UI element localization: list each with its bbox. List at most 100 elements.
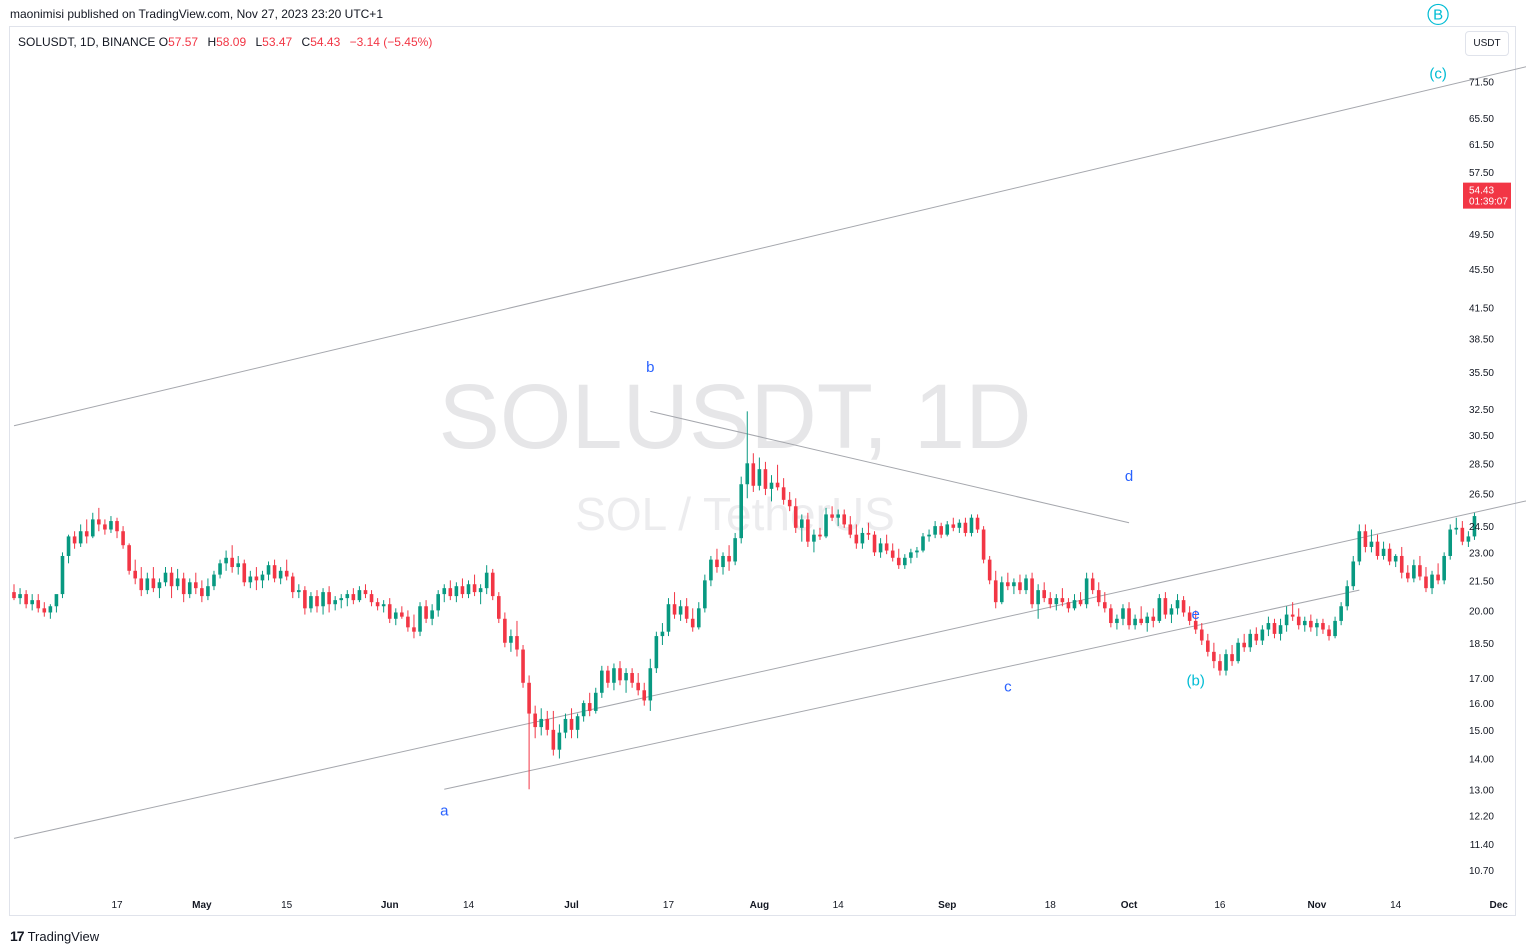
candle-body xyxy=(497,596,501,619)
candle xyxy=(527,675,531,790)
chart-frame[interactable] xyxy=(9,26,1516,916)
brand-name: TradingView xyxy=(27,928,100,944)
trend-line[interactable] xyxy=(444,589,1360,790)
candle xyxy=(575,713,580,739)
candle-body xyxy=(260,574,265,581)
candle-body xyxy=(1272,623,1277,634)
candle-body xyxy=(333,600,337,605)
candle xyxy=(60,552,65,599)
symbol-label[interactable]: SOLUSDT, 1D, BINANCE xyxy=(18,35,156,49)
candle xyxy=(963,517,968,537)
y-tick-label: 18.50 xyxy=(1469,639,1494,650)
candle xyxy=(200,580,204,603)
candle xyxy=(684,598,689,624)
candle xyxy=(945,521,950,537)
candle-body xyxy=(606,670,610,683)
candle-body xyxy=(84,531,89,537)
candle xyxy=(460,578,465,599)
candle-body xyxy=(1375,541,1380,556)
candle-body xyxy=(442,588,447,595)
candle xyxy=(1399,546,1404,579)
candle-body xyxy=(660,631,665,637)
trend-line[interactable] xyxy=(650,410,1130,524)
candle-body xyxy=(1406,572,1410,579)
candle xyxy=(581,700,586,722)
candle xyxy=(1393,554,1398,568)
candle-body xyxy=(654,636,659,669)
candle xyxy=(1284,606,1289,632)
trend-line[interactable] xyxy=(13,483,1526,839)
candle xyxy=(890,543,895,562)
candle-body xyxy=(896,557,901,566)
candle xyxy=(12,584,16,601)
candle-body xyxy=(393,612,398,619)
wave-label-c[interactable]: c xyxy=(1004,679,1012,696)
candle xyxy=(545,710,550,736)
candle-body xyxy=(866,532,871,535)
candle xyxy=(1351,555,1356,591)
candle-body xyxy=(1012,582,1016,587)
footer-brand[interactable]: 17 TradingView xyxy=(10,928,99,944)
candle xyxy=(1078,592,1083,607)
wave-label-a[interactable]: a xyxy=(440,803,449,820)
candle-body xyxy=(1472,516,1477,537)
candle xyxy=(848,516,853,539)
candle xyxy=(793,498,798,533)
candle-body xyxy=(109,521,113,530)
candle-body xyxy=(503,618,507,643)
candle-body xyxy=(745,463,750,485)
wave-label-d[interactable]: d xyxy=(1125,468,1133,485)
candle-body xyxy=(1424,576,1428,589)
candle xyxy=(763,461,768,496)
candle xyxy=(84,519,89,544)
candle xyxy=(800,514,804,542)
candle xyxy=(1472,512,1477,540)
candle xyxy=(909,548,913,564)
wave-label-e[interactable]: e xyxy=(1192,606,1200,623)
candle-body xyxy=(24,594,28,605)
candle-body xyxy=(860,532,865,544)
currency-button[interactable]: USDT xyxy=(1465,31,1509,56)
candle-body xyxy=(757,469,762,486)
candle-body xyxy=(351,594,356,601)
close-label: C xyxy=(301,35,311,49)
y-tick-label: 35.50 xyxy=(1469,368,1494,379)
x-tick-label: 17 xyxy=(111,900,123,911)
candle xyxy=(993,570,998,609)
wave-label-b[interactable]: b xyxy=(646,359,654,376)
y-tick-label: 45.50 xyxy=(1469,265,1494,276)
candle xyxy=(1327,625,1331,641)
candle-body xyxy=(1296,616,1301,626)
wave-label-c[interactable]: (c) xyxy=(1429,65,1447,82)
candle-body xyxy=(212,574,216,587)
candle-body xyxy=(484,572,489,589)
candle xyxy=(497,592,501,624)
candle xyxy=(1145,612,1150,632)
y-tick-label: 41.50 xyxy=(1469,303,1494,314)
candle xyxy=(927,529,931,542)
candle-body xyxy=(48,606,53,613)
candle xyxy=(939,522,943,539)
candle-body xyxy=(987,559,992,581)
candle-body xyxy=(993,580,998,603)
candle xyxy=(1357,524,1362,566)
trend-line[interactable] xyxy=(13,47,1526,427)
candle xyxy=(696,602,701,630)
y-tick-label: 71.50 xyxy=(1469,77,1494,88)
wave-label-b[interactable]: (b) xyxy=(1187,672,1205,689)
candle-body xyxy=(297,590,301,593)
candle-body xyxy=(1096,590,1101,603)
candle-body xyxy=(139,578,144,591)
candle xyxy=(648,658,653,711)
candle xyxy=(442,584,447,603)
candle-body xyxy=(909,552,913,558)
wave-label-b[interactable]: B xyxy=(1433,6,1443,23)
x-tick-label: Nov xyxy=(1307,900,1326,911)
candle-body xyxy=(1466,536,1471,542)
candle-body xyxy=(727,555,731,562)
candle-body xyxy=(684,606,689,619)
candle xyxy=(751,453,756,492)
candle-body xyxy=(903,557,907,566)
candle-body xyxy=(327,592,331,605)
